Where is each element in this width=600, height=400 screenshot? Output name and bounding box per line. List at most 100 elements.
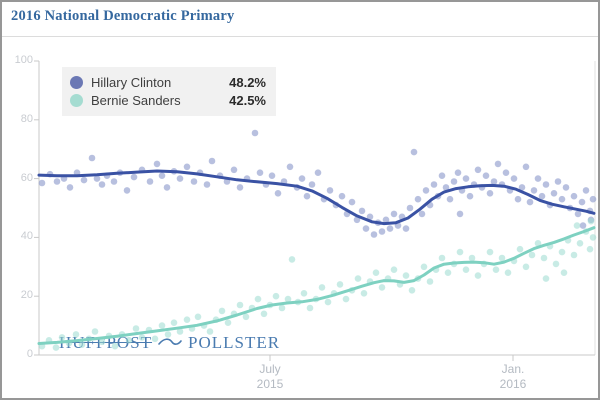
- poll-dot-clinton[interactable]: [474, 166, 482, 174]
- poll-dot-sanders[interactable]: [98, 338, 106, 346]
- poll-dot-clinton[interactable]: [362, 225, 370, 232]
- poll-dot-sanders[interactable]: [52, 344, 60, 351]
- trend-line-clinton[interactable]: [37, 169, 596, 226]
- poll-dot-sanders[interactable]: [218, 307, 226, 315]
- poll-dot-clinton[interactable]: [402, 225, 410, 232]
- poll-dot-clinton[interactable]: [430, 181, 438, 188]
- poll-dot-sanders[interactable]: [408, 287, 416, 294]
- poll-dot-clinton[interactable]: [98, 181, 106, 188]
- poll-dot-clinton[interactable]: [286, 163, 294, 171]
- poll-dot-clinton[interactable]: [348, 198, 356, 206]
- poll-dot-clinton[interactable]: [268, 172, 276, 179]
- trend-line-sanders[interactable]: [37, 226, 596, 345]
- poll-dot-clinton[interactable]: [236, 184, 244, 191]
- poll-dot-clinton[interactable]: [382, 216, 390, 224]
- poll-dot-sanders[interactable]: [576, 240, 584, 247]
- poll-dot-clinton[interactable]: [454, 169, 462, 176]
- poll-dot-clinton[interactable]: [438, 172, 446, 179]
- poll-dot-sanders[interactable]: [570, 251, 578, 259]
- poll-dot-sanders[interactable]: [486, 248, 494, 256]
- poll-dot-sanders[interactable]: [164, 331, 172, 338]
- poll-dot-sanders[interactable]: [542, 275, 550, 282]
- poll-dot-clinton[interactable]: [502, 169, 510, 176]
- poll-dot-clinton[interactable]: [558, 195, 566, 203]
- poll-dot-sanders[interactable]: [125, 337, 133, 344]
- poll-dot-sanders[interactable]: [360, 290, 368, 297]
- poll-dot-clinton[interactable]: [466, 192, 474, 200]
- poll-dot-clinton[interactable]: [550, 190, 558, 197]
- poll-dot-clinton[interactable]: [366, 213, 374, 221]
- poll-dot-clinton[interactable]: [80, 176, 88, 184]
- poll-dot-sanders[interactable]: [426, 278, 434, 285]
- poll-dot-clinton[interactable]: [554, 178, 562, 185]
- poll-dot-clinton[interactable]: [53, 178, 61, 185]
- poll-dot-clinton[interactable]: [163, 184, 171, 191]
- poll-dot-clinton[interactable]: [358, 207, 366, 215]
- poll-dot-clinton[interactable]: [522, 163, 530, 171]
- poll-dot-clinton[interactable]: [303, 192, 311, 200]
- poll-dot-sanders[interactable]: [58, 334, 66, 341]
- poll-dot-sanders[interactable]: [587, 217, 595, 225]
- poll-dot-sanders[interactable]: [336, 281, 344, 288]
- poll-dot-sanders[interactable]: [378, 284, 386, 291]
- poll-dot-clinton[interactable]: [442, 184, 450, 191]
- poll-dot-clinton[interactable]: [410, 148, 418, 156]
- poll-dot-sanders[interactable]: [306, 304, 314, 312]
- poll-dot-clinton[interactable]: [256, 169, 264, 176]
- poll-dot-sanders[interactable]: [522, 263, 530, 271]
- poll-dot-clinton[interactable]: [203, 181, 211, 188]
- poll-dot-clinton[interactable]: [183, 163, 191, 171]
- poll-dot-clinton[interactable]: [526, 198, 534, 206]
- poll-dot-sanders[interactable]: [390, 266, 398, 274]
- poll-dot-clinton[interactable]: [414, 195, 422, 203]
- poll-dot-sanders[interactable]: [176, 328, 184, 335]
- poll-dot-clinton[interactable]: [406, 204, 414, 212]
- poll-dot-sanders[interactable]: [318, 284, 326, 291]
- poll-dot-clinton[interactable]: [123, 187, 131, 194]
- poll-dot-clinton[interactable]: [518, 184, 526, 191]
- poll-dot-sanders[interactable]: [534, 240, 542, 247]
- poll-dot-clinton[interactable]: [386, 225, 394, 232]
- poll-dot-sanders[interactable]: [78, 341, 86, 349]
- poll-dot-sanders[interactable]: [254, 295, 262, 303]
- poll-dot-sanders[interactable]: [300, 290, 308, 297]
- poll-dot-sanders[interactable]: [158, 322, 166, 329]
- poll-dot-sanders[interactable]: [151, 335, 159, 343]
- poll-dot-sanders[interactable]: [354, 275, 362, 282]
- poll-dot-sanders[interactable]: [324, 298, 332, 306]
- poll-dot-clinton[interactable]: [153, 160, 161, 168]
- poll-dot-clinton[interactable]: [130, 173, 138, 181]
- poll-dot-sanders[interactable]: [540, 254, 548, 262]
- poll-dot-sanders[interactable]: [558, 248, 566, 256]
- poll-dot-clinton[interactable]: [146, 178, 154, 185]
- poll-dot-sanders[interactable]: [589, 234, 597, 241]
- poll-dot-sanders[interactable]: [444, 269, 452, 277]
- poll-dot-sanders[interactable]: [342, 295, 350, 303]
- poll-dot-clinton[interactable]: [542, 181, 550, 188]
- poll-dot-sanders[interactable]: [586, 245, 594, 253]
- poll-dot-sanders[interactable]: [456, 248, 464, 256]
- poll-dot-clinton[interactable]: [158, 172, 166, 179]
- poll-dot-sanders[interactable]: [224, 319, 232, 327]
- poll-dot-sanders[interactable]: [474, 272, 482, 279]
- legend-row-sanders[interactable]: Bernie Sanders 42.5%: [70, 92, 266, 109]
- poll-dot-clinton[interactable]: [93, 175, 101, 182]
- poll-dot-clinton[interactable]: [110, 178, 118, 185]
- poll-dot-clinton[interactable]: [338, 192, 346, 200]
- poll-dot-clinton[interactable]: [390, 210, 398, 218]
- poll-dot-clinton[interactable]: [462, 175, 470, 182]
- poll-dot-sanders[interactable]: [260, 310, 268, 318]
- poll-dot-clinton[interactable]: [570, 192, 578, 200]
- poll-dot-sanders[interactable]: [420, 263, 428, 271]
- poll-dot-clinton[interactable]: [486, 190, 494, 197]
- poll-dot-sanders[interactable]: [492, 266, 500, 274]
- poll-dot-clinton[interactable]: [308, 181, 316, 188]
- poll-dot-sanders[interactable]: [528, 251, 536, 259]
- poll-dot-sanders[interactable]: [552, 260, 560, 268]
- poll-dot-clinton[interactable]: [176, 175, 184, 182]
- poll-dot-clinton[interactable]: [490, 178, 498, 185]
- poll-dot-clinton[interactable]: [298, 175, 306, 182]
- poll-dot-sanders[interactable]: [91, 328, 99, 335]
- poll-dot-clinton[interactable]: [418, 210, 426, 218]
